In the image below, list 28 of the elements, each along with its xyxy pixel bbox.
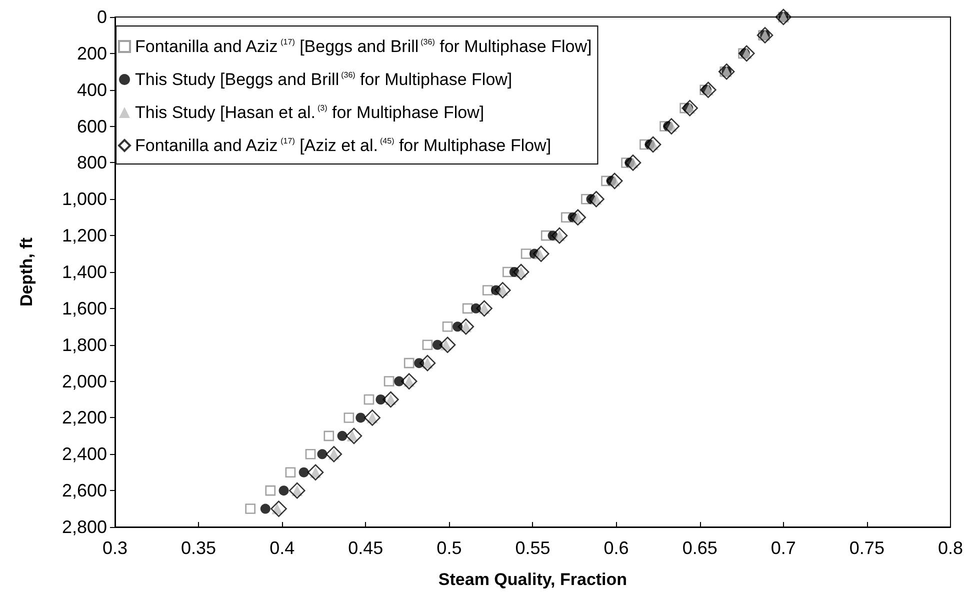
- y-tick-label: 800: [76, 152, 107, 173]
- x-tick-label: 0.8: [938, 538, 964, 558]
- x-tick-label: 0.6: [604, 538, 629, 558]
- y-tick-label: 2,600: [62, 480, 107, 501]
- y-axis-title: Depth, ft: [17, 237, 36, 306]
- y-tick-label: 2,000: [62, 371, 107, 392]
- y-tick-label: 1,800: [62, 334, 107, 355]
- y-tick-label: 1,000: [62, 189, 107, 210]
- y-tick-label: 600: [76, 116, 107, 136]
- x-tick-label: 0.65: [682, 538, 718, 558]
- y-tick-label: 1,400: [62, 262, 107, 282]
- x-tick-label: 0.35: [181, 538, 216, 558]
- y-tick-label: 2,800: [62, 517, 107, 537]
- y-tick-label: 200: [76, 43, 107, 64]
- x-tick-label: 0.4: [270, 538, 295, 558]
- x-tick-label: 0.45: [348, 538, 384, 558]
- x-tick-label: 0.5: [436, 538, 462, 558]
- x-tick-label: 0.55: [515, 538, 550, 558]
- y-tick-label: 0: [96, 7, 107, 27]
- y-tick-label: 1,600: [62, 298, 107, 318]
- x-tick-label: 0.3: [102, 538, 128, 558]
- y-tick-label: 400: [76, 80, 107, 100]
- y-tick-label: 2,400: [62, 444, 107, 464]
- x-axis-title: Steam Quality, Fraction: [438, 570, 628, 589]
- x-tick-label: 0.75: [849, 538, 884, 558]
- y-tick-label: 1,200: [62, 226, 107, 246]
- y-tick-label: 2,200: [62, 408, 107, 428]
- x-tick-label: 0.7: [770, 538, 796, 558]
